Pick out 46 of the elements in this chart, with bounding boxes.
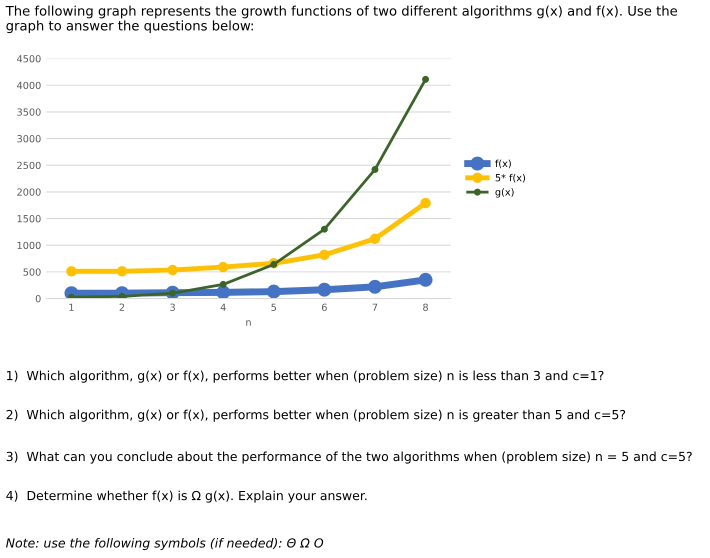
x-tick-label: 2 <box>120 304 124 311</box>
point <box>66 266 77 277</box>
point <box>422 76 430 83</box>
x-tick-label: 7 <box>372 304 378 311</box>
x-axis-title: n <box>246 320 251 326</box>
y-tick-label: 4000 <box>17 82 41 90</box>
legend-label: g(x) <box>495 188 514 198</box>
y-tick-label: 3000 <box>17 135 41 142</box>
x-tick-label: 8 <box>423 304 428 311</box>
y-tick-label: 500 <box>23 268 41 276</box>
point <box>420 198 431 208</box>
point <box>320 226 328 233</box>
point <box>319 250 330 260</box>
y-tick-label: 2500 <box>17 162 41 170</box>
point <box>216 285 230 299</box>
chart-title: The following graph represents the growth functions of two different algorithms g(x) and f(x). Use the graph to answer the questions below: <box>6 6 678 34</box>
point <box>418 272 432 287</box>
x-tick-label: 4 <box>220 304 226 311</box>
point <box>266 284 281 299</box>
text: Note: use the following symbols (if needed): Θ Ω O <box>6 538 324 550</box>
point <box>218 262 228 272</box>
y-tick-label: 1000 <box>18 242 41 250</box>
y-tick-label: 1500 <box>18 215 41 222</box>
text: 4) Determine whether f(x) is Ω g(x). Explain your answer. <box>6 490 366 503</box>
x-tick-label: 5 <box>271 304 276 311</box>
legend-label: 5* f(x) <box>496 174 525 183</box>
text: 3) What can you conclude about the performance of the two algorithms when (problem size) n = 5 and c=5? <box>6 452 692 464</box>
legend-label: f(x) <box>495 160 511 168</box>
x-tick-label: 6 <box>322 304 327 311</box>
x-tick-label: 3 <box>170 304 175 311</box>
point <box>116 266 128 277</box>
point <box>371 166 378 173</box>
point <box>68 294 75 299</box>
text: 1) Which algorithm, g(x) or f(x), performs better when (problem size) n is less than 3 and c=1? <box>7 370 604 383</box>
point <box>370 234 380 244</box>
point <box>368 280 382 294</box>
point <box>317 282 332 297</box>
y-tick-label: 2000 <box>17 188 41 196</box>
y-tick-label: 3500 <box>17 108 41 116</box>
point <box>167 264 178 276</box>
text: 2) Which algorithm, g(x) or f(x), performs better when (problem size) n is greater than 5 and c=5? <box>6 410 626 422</box>
x-tick-label: 1 <box>69 304 74 311</box>
y-tick-label: 0 <box>36 295 41 302</box>
point <box>270 260 278 268</box>
y-tick-label: 4500 <box>17 55 41 62</box>
point <box>220 280 227 288</box>
